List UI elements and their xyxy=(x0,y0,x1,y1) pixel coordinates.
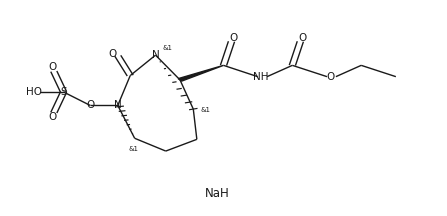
Text: O: O xyxy=(230,33,238,43)
Text: N: N xyxy=(114,100,122,110)
Text: O: O xyxy=(86,100,94,110)
Text: NaH: NaH xyxy=(204,187,229,200)
Text: NH: NH xyxy=(253,72,269,82)
Text: O: O xyxy=(108,49,116,59)
Text: N: N xyxy=(152,50,160,60)
Text: S: S xyxy=(60,87,67,97)
Text: O: O xyxy=(326,72,335,82)
Polygon shape xyxy=(178,65,224,81)
Text: &1: &1 xyxy=(201,107,211,113)
Text: &1: &1 xyxy=(128,146,138,151)
Text: O: O xyxy=(48,112,57,122)
Text: &1: &1 xyxy=(163,45,173,51)
Text: O: O xyxy=(299,33,307,43)
Text: HO: HO xyxy=(26,87,42,97)
Text: O: O xyxy=(48,62,57,72)
